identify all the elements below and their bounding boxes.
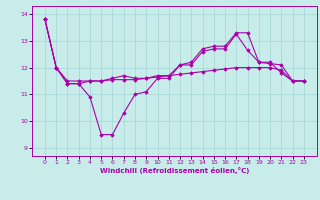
X-axis label: Windchill (Refroidissement éolien,°C): Windchill (Refroidissement éolien,°C) — [100, 167, 249, 174]
